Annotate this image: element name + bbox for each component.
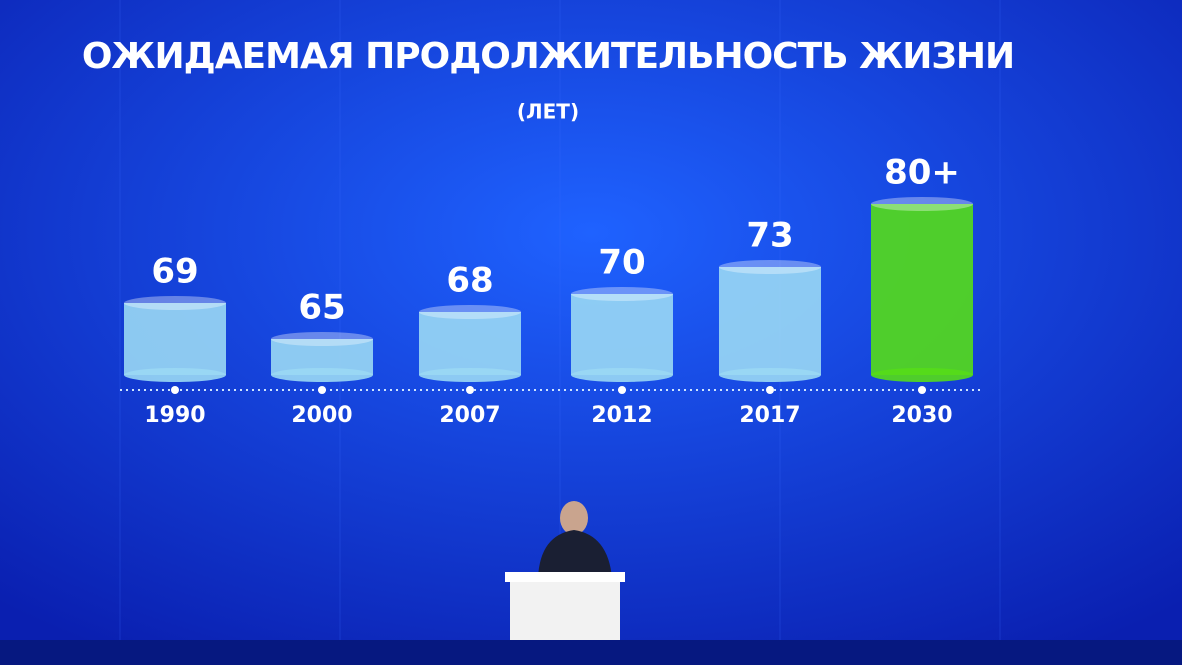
bar [871, 204, 973, 375]
bar [719, 267, 821, 375]
bar-top [271, 332, 373, 346]
value-label: 70 [598, 243, 645, 283]
bar-top [124, 296, 226, 310]
bar-top [571, 287, 673, 301]
axis-dot [766, 386, 774, 394]
bar [571, 294, 673, 375]
stage [0, 640, 1182, 665]
value-label: 69 [151, 252, 198, 292]
axis-dot [171, 386, 179, 394]
x-tick-label: 2017 [739, 403, 800, 428]
bar [271, 339, 373, 375]
value-label: 65 [298, 288, 345, 328]
axis-dot [618, 386, 626, 394]
x-tick-label: 2012 [591, 403, 652, 428]
value-label: 73 [746, 216, 793, 256]
value-label: 68 [446, 261, 493, 301]
x-tick-label: 1990 [144, 403, 205, 428]
x-tick-label: 2030 [891, 403, 952, 428]
value-label: 80+ [884, 153, 960, 193]
axis-dot [466, 386, 474, 394]
bar [124, 303, 226, 375]
x-tick-label: 2000 [291, 403, 352, 428]
axis-dot [918, 386, 926, 394]
bar [419, 312, 521, 375]
x-tick-label: 2007 [439, 403, 500, 428]
axis-dot [318, 386, 326, 394]
bar-top [871, 197, 973, 211]
bar-top [719, 260, 821, 274]
chart-subtitle: (ЛЕТ) [517, 100, 579, 124]
bar-top [419, 305, 521, 319]
chart-title: ОЖИДАЕМАЯ ПРОДОЛЖИТЕЛЬНОСТЬ ЖИЗНИ [82, 36, 1014, 77]
